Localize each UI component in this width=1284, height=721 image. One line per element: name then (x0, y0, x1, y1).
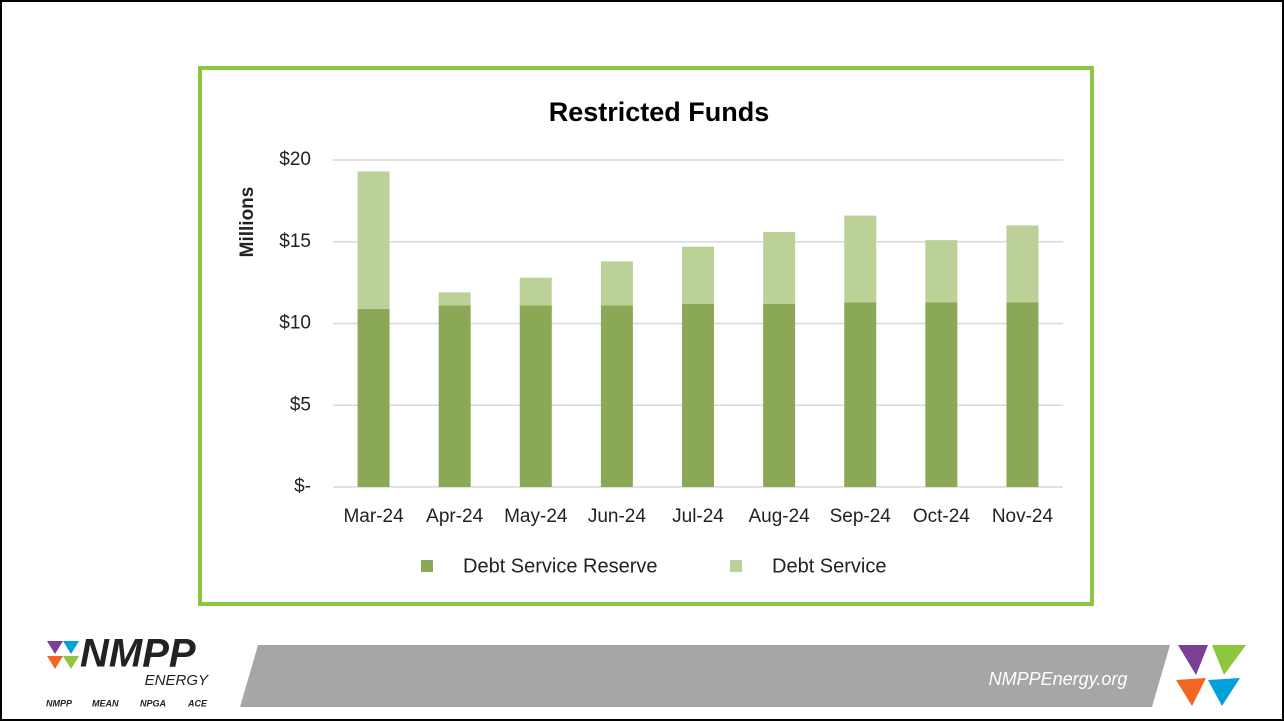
right-logo (1176, 645, 1246, 706)
logo-shape (47, 656, 63, 669)
left-logo: NMPP ENERGY NMPP MEAN NPGA ACE (46, 632, 209, 709)
y-tick-label: $5 (290, 394, 311, 415)
chart-title: Restricted Funds (549, 97, 770, 127)
x-tick-label: Aug-24 (748, 506, 810, 527)
x-tick-label: Mar-24 (343, 506, 404, 527)
x-tick-label: Jun-24 (588, 506, 647, 527)
bar (357, 308, 390, 487)
logo-text: NMPP (80, 632, 196, 676)
legend-swatch (730, 560, 742, 572)
bar (1006, 225, 1039, 303)
y-tick-label: $20 (279, 149, 311, 170)
member: NPGA (140, 698, 166, 708)
bar (1006, 302, 1039, 487)
y-tick-label: $10 (279, 313, 311, 334)
logo-shape (1212, 645, 1246, 675)
bar (682, 246, 714, 304)
bar (519, 277, 552, 306)
logo-shape (63, 656, 79, 669)
x-tick-label: Apr-24 (426, 506, 483, 527)
legend-swatch (421, 560, 433, 572)
bar (844, 302, 877, 487)
x-tick-label: Sep-24 (830, 506, 892, 527)
bar (600, 261, 633, 306)
logo-shape (63, 641, 79, 654)
x-tick-label: Jul-24 (672, 506, 724, 527)
bar (600, 305, 633, 487)
member: MEAN (92, 698, 119, 708)
bar (519, 305, 552, 487)
bar (925, 240, 958, 303)
bar (844, 215, 877, 303)
plot: $- $5 $10 $15 $20 Mar-24 Apr-24 May-24 Jun-24 Jul… (279, 149, 1063, 577)
bar (763, 303, 796, 487)
footer-band (240, 645, 1170, 707)
logo-shape (1176, 678, 1206, 706)
member: NMPP (46, 698, 73, 708)
bar (925, 302, 958, 487)
logo-shape (1178, 645, 1208, 675)
x-tick-label: Oct-24 (913, 506, 970, 527)
bar (438, 292, 471, 306)
legend-label: Debt Service (772, 555, 887, 577)
website: NMPPEnergy.org (989, 669, 1128, 689)
member: ACE (187, 698, 208, 708)
logo-shape (47, 641, 63, 654)
x-tick-label: May-24 (504, 506, 568, 527)
y-tick-label: $15 (279, 231, 311, 252)
logo-sub: ENERGY (145, 672, 209, 689)
x-tick-label: Nov-24 (992, 506, 1054, 527)
bar (357, 171, 390, 309)
y-tick-label: $- (294, 476, 311, 497)
bar (438, 305, 471, 487)
logo-shape (1208, 678, 1240, 706)
legend-label: Debt Service Reserve (463, 555, 658, 577)
bar (763, 231, 796, 304)
y-axis-label: Millions (237, 187, 258, 258)
bar (682, 303, 714, 487)
